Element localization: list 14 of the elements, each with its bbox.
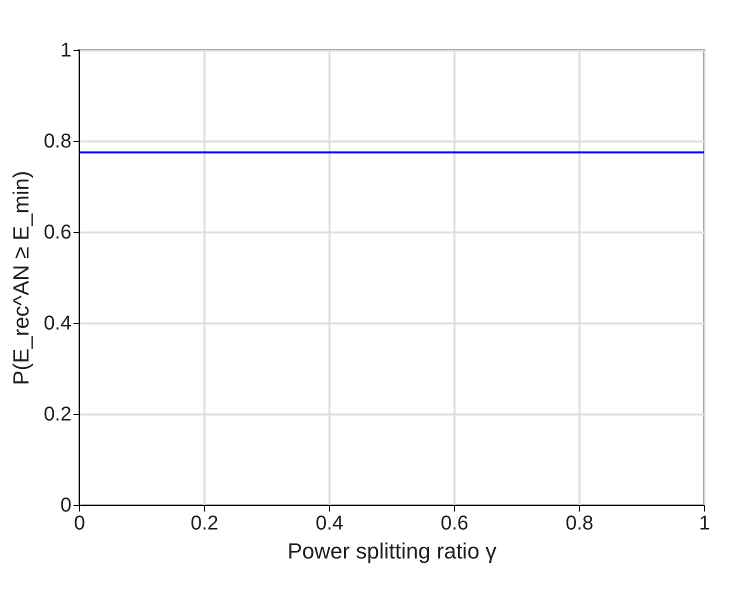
x-tick-label: 0.2	[190, 512, 218, 534]
y-tick-label: 0.4	[44, 312, 72, 334]
x-tick-label: 0.4	[316, 512, 344, 534]
y-tick-label: 1	[60, 40, 72, 62]
y-axis-title: P(E_rec^AN ≥ E_min)	[8, 170, 34, 386]
x-axis-title: Power splitting ratio γ	[287, 538, 497, 564]
y-tick-label: 0.6	[44, 222, 72, 244]
y-tick-label: 0	[60, 494, 72, 516]
x-tick-label: 0	[74, 512, 86, 534]
x-tick-label: 1	[698, 512, 710, 534]
x-tick-label: 0.6	[440, 512, 468, 534]
x-tick-label: 0.8	[566, 512, 594, 534]
y-tick-label: 0.2	[44, 404, 72, 426]
y-tick-label: 0.8	[44, 130, 72, 152]
